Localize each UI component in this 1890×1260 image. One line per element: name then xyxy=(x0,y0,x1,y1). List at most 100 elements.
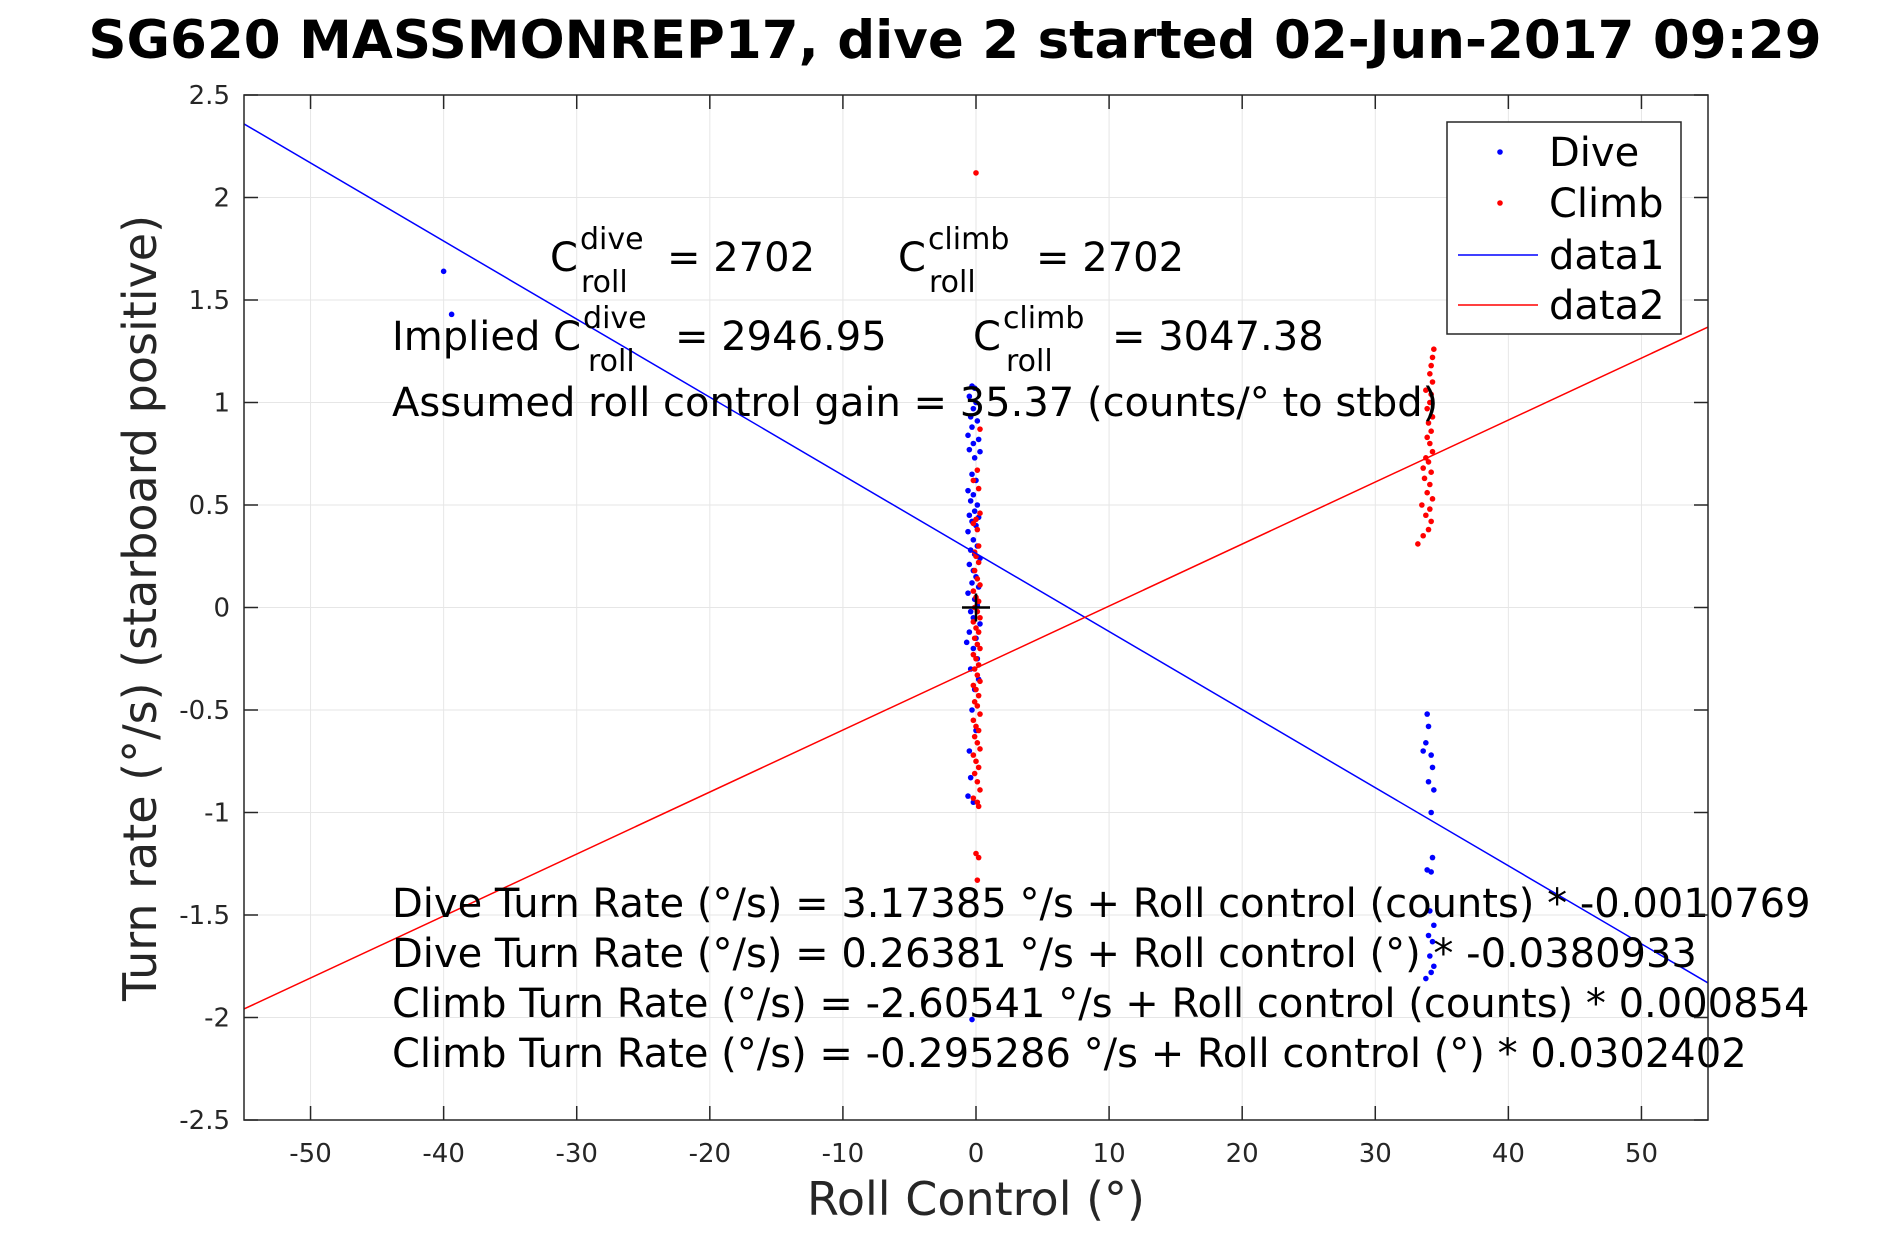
climb-point xyxy=(970,651,977,658)
dive-point xyxy=(969,707,975,713)
y-tick-label: -2.5 xyxy=(179,1106,230,1136)
climb-point xyxy=(977,711,983,717)
climb-point xyxy=(971,733,978,740)
dive-point xyxy=(1427,953,1433,959)
x-tick-label: -30 xyxy=(555,1139,597,1169)
y-tick-label: 2 xyxy=(213,184,230,214)
climb-point xyxy=(1419,502,1425,508)
assumed-gain-annotation: Assumed roll control gain = 35.37 (count… xyxy=(392,380,1438,426)
climb-point xyxy=(1428,469,1434,476)
dive-point xyxy=(967,774,974,781)
climb-point xyxy=(973,850,979,857)
dive-point xyxy=(1431,922,1437,929)
climb-point xyxy=(975,854,982,861)
climb-point xyxy=(1427,506,1433,512)
x-tick-label: 20 xyxy=(1226,1139,1259,1169)
climb-point xyxy=(977,426,983,432)
dive-point xyxy=(1423,975,1429,982)
climb-point xyxy=(1428,391,1434,398)
climb-point xyxy=(977,746,983,752)
climb-point xyxy=(977,614,983,621)
climb-point xyxy=(975,727,982,734)
climb-point xyxy=(970,520,977,527)
climb-point xyxy=(973,516,979,523)
climb-point xyxy=(973,686,979,693)
dive-point xyxy=(1429,854,1436,861)
climb-point xyxy=(977,582,983,588)
dive-point xyxy=(1423,740,1429,746)
dive-point xyxy=(1428,869,1434,875)
climb-point xyxy=(970,619,977,625)
y-tick-label: 1 xyxy=(213,389,230,419)
legend-entry-dive: Dive xyxy=(1549,130,1639,176)
legend-dive-marker xyxy=(1497,149,1503,155)
climb-point xyxy=(1428,428,1434,435)
dive-point xyxy=(1431,963,1437,970)
data2-fit-line xyxy=(243,326,1709,1010)
climb-point xyxy=(975,692,982,699)
climb-point xyxy=(1429,448,1436,455)
dive-point xyxy=(1424,711,1430,717)
dive-point xyxy=(970,537,977,543)
dive-point xyxy=(970,799,977,806)
dive-point xyxy=(970,440,977,447)
x-tick-label: 50 xyxy=(1625,1139,1658,1169)
climb-point xyxy=(977,787,983,793)
y-tick-label: -1.5 xyxy=(179,901,230,931)
climb-point xyxy=(1415,541,1421,547)
climb-point xyxy=(973,625,979,631)
data1-fit-line xyxy=(243,123,1709,984)
dive-point xyxy=(967,414,974,420)
dive-point xyxy=(970,645,977,652)
climb-point xyxy=(975,764,982,771)
climb-point xyxy=(973,170,979,176)
dive-point xyxy=(1420,748,1426,754)
climb-point xyxy=(1428,362,1434,369)
legend-entry-climb: Climb xyxy=(1549,181,1664,227)
dive-point xyxy=(1431,787,1437,793)
climb-point xyxy=(1429,354,1436,361)
dive-point xyxy=(440,268,447,275)
climb-point xyxy=(1431,346,1437,353)
climb-point xyxy=(975,559,982,566)
climb-point xyxy=(974,526,981,533)
dive-point xyxy=(1428,752,1434,758)
fit-line-dive-degrees: Dive Turn Rate (°/s) = 0.26381 °/s + Rol… xyxy=(392,931,1697,977)
dive-point xyxy=(967,608,974,615)
dive-point xyxy=(977,448,983,455)
climb-point xyxy=(974,672,981,678)
dive-point xyxy=(966,629,973,635)
climb-point xyxy=(1428,518,1434,525)
fit-line-climb-degrees: Climb Turn Rate (°/s) = -0.295286 °/s + … xyxy=(392,1031,1747,1077)
climb-point xyxy=(1423,512,1429,519)
climb-point xyxy=(970,752,977,758)
climb-point xyxy=(971,770,978,777)
dive-point xyxy=(967,498,974,504)
legend-box xyxy=(1446,121,1682,335)
climb-point xyxy=(974,641,981,648)
climb-point xyxy=(1427,399,1433,406)
x-tick-label: -10 xyxy=(822,1139,864,1169)
implied-c-roll-annotation: Implied Cdive roll= 2946.95 Cclimb roll= 30… xyxy=(392,301,1324,379)
x-tick-label: -20 xyxy=(689,1139,731,1169)
tick-layer: -50 -40 -30 -20 -10 0 10 20 30 40 50-2.5-2-1.5-1-0… xyxy=(179,81,1708,1169)
x-tick-label: 0 xyxy=(968,1139,985,1169)
series-layer xyxy=(243,123,1709,1023)
climb-point xyxy=(970,717,977,724)
dive-point xyxy=(970,614,977,621)
y-tick-label: -1 xyxy=(204,799,230,829)
climb-point xyxy=(975,598,982,605)
y-tick-label: 0.5 xyxy=(189,491,230,521)
dive-point xyxy=(977,621,983,627)
climb-point xyxy=(1427,371,1433,377)
dive-point xyxy=(965,793,971,799)
dive-point xyxy=(1429,764,1436,771)
climb-point xyxy=(975,485,982,492)
dive-point xyxy=(1429,938,1436,945)
dive-point xyxy=(973,399,979,406)
climb-point xyxy=(971,635,978,642)
fit-line-climb-counts: Climb Turn Rate (°/s) = -2.60541 °/s + R… xyxy=(392,981,1809,1027)
chart-title: SG620 MASSMONREP17, dive 2 started 02-Ju… xyxy=(88,10,1821,71)
climb-point xyxy=(974,576,981,582)
